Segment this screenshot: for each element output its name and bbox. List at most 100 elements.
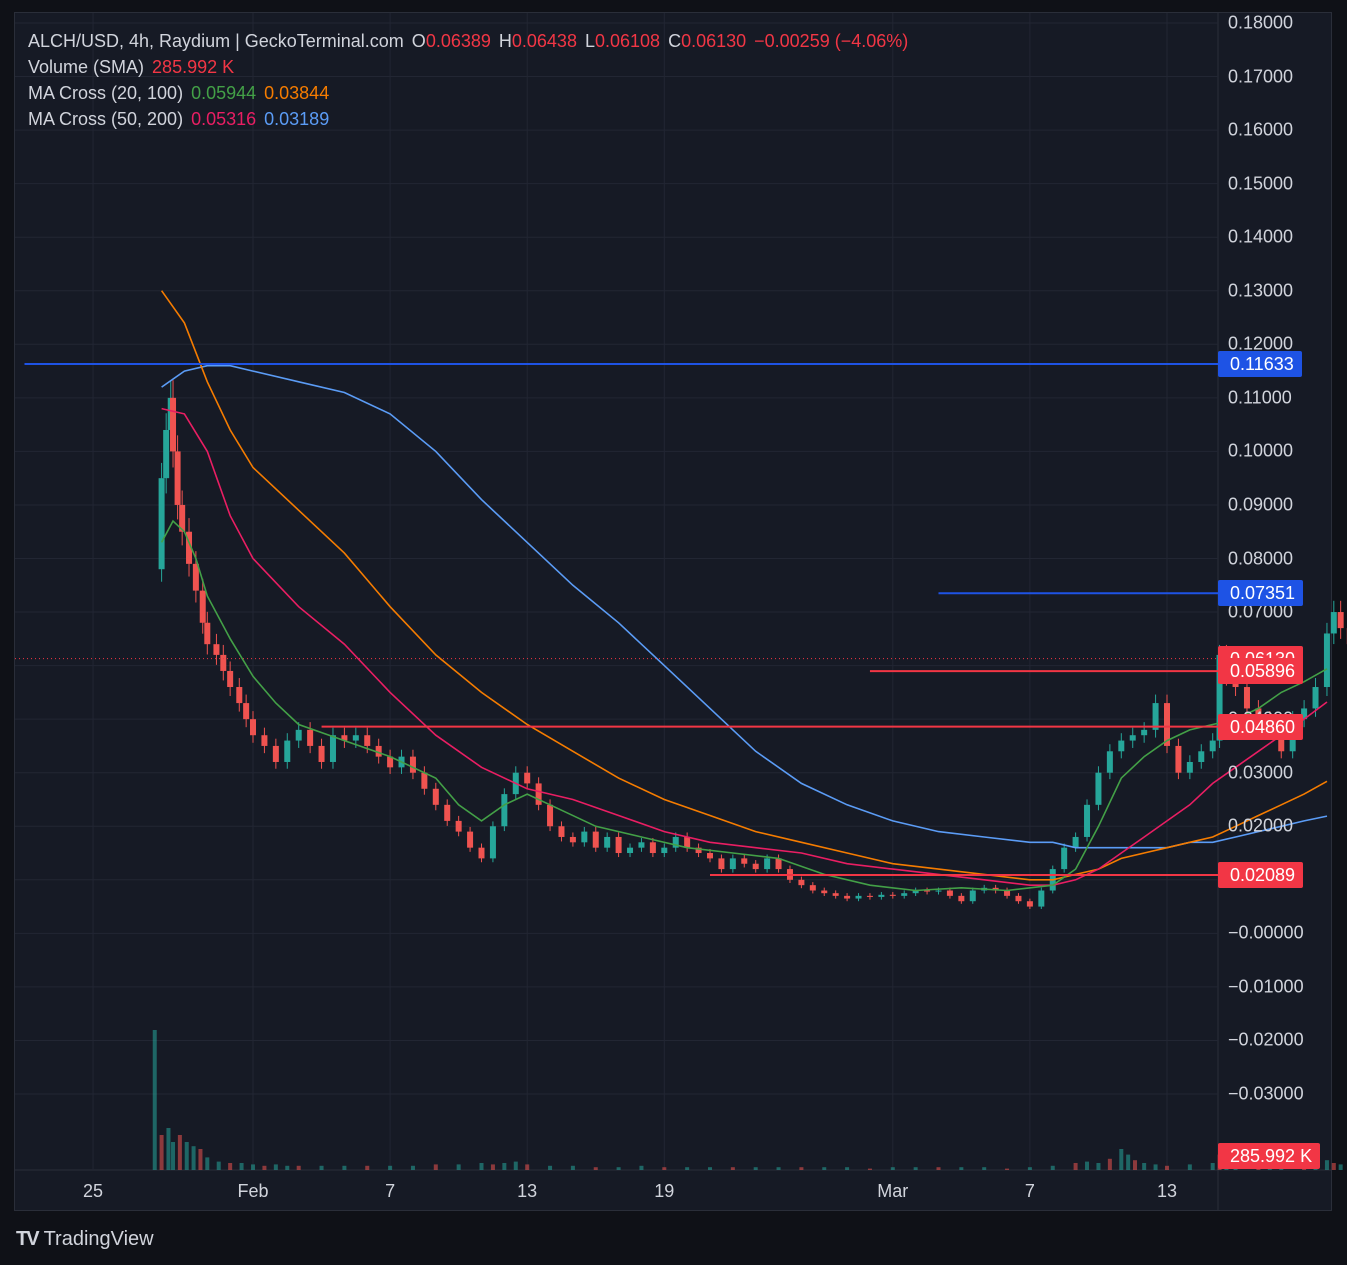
volume-bar: [1085, 1161, 1090, 1170]
candle-body: [1164, 703, 1170, 746]
ma200-value: 0.03189: [264, 109, 330, 129]
candle-body: [1330, 612, 1337, 634]
candle-body: [1141, 729, 1148, 736]
ma-cross-50-200-row[interactable]: MA Cross (50, 200) 0.05316 0.03189: [28, 106, 916, 132]
volume-bar: [285, 1165, 290, 1170]
close-label: C: [668, 31, 682, 51]
volume-bar: [273, 1164, 278, 1170]
candle-body: [455, 820, 462, 832]
candle-body: [729, 858, 736, 870]
volume-bar: [198, 1149, 203, 1170]
candle-body: [764, 858, 771, 870]
close-value: 0.06130: [681, 31, 747, 51]
price-tick-label: 0.13000: [1228, 280, 1294, 301]
candle-body: [213, 644, 220, 655]
candle-body: [844, 895, 851, 899]
volume-bar: [1142, 1163, 1147, 1170]
candle-body: [661, 847, 668, 854]
volume-bar: [616, 1167, 621, 1170]
volume-bar: [262, 1165, 267, 1170]
candle-body: [798, 879, 805, 886]
candle-body: [958, 895, 965, 902]
candle-body: [243, 703, 250, 720]
time-tick-label: 25: [83, 1181, 104, 1201]
volume-bar: [982, 1167, 987, 1170]
time-tick-label: 19: [654, 1181, 675, 1201]
time-tick-label: Feb: [237, 1181, 269, 1201]
volume-bar: [1050, 1165, 1055, 1170]
volume-bar: [239, 1163, 244, 1170]
ma20-value: 0.05944: [191, 83, 257, 103]
volume-bar: [502, 1163, 507, 1170]
candle-body: [935, 890, 942, 892]
volume-bar: [548, 1165, 553, 1170]
price-tag: 0.04860: [1218, 713, 1304, 740]
price-tag: 285.992 K: [1218, 1143, 1321, 1169]
candle-body: [832, 893, 839, 896]
volume-bar: [799, 1167, 804, 1170]
candle-body: [912, 890, 919, 894]
candle-body: [1216, 654, 1223, 741]
candle-body: [1301, 708, 1308, 720]
candle-body: [1323, 633, 1330, 688]
candle-body: [1278, 729, 1285, 752]
price-tick-label: 0.16000: [1228, 119, 1294, 140]
candle-body: [1026, 901, 1033, 907]
candle-body: [295, 729, 302, 741]
time-tick-label: 7: [385, 1181, 396, 1201]
volume-bar: [1027, 1167, 1032, 1170]
candle-body: [581, 831, 588, 843]
ohlc-row: ALCH/USD, 4h, Raydium | GeckoTerminal.co…: [28, 28, 916, 54]
chart-frame: [14, 12, 1332, 1211]
price-tick-label: −0.02000: [1228, 1029, 1304, 1050]
volume-bar: [822, 1167, 827, 1170]
candle-body: [741, 858, 748, 864]
candle-body: [284, 740, 291, 762]
volume-bar: [171, 1142, 176, 1170]
candle-body: [901, 893, 908, 896]
ma100-line: [160, 290, 1328, 881]
candle-body: [558, 826, 565, 837]
tradingview-branding[interactable]: TV TradingView: [16, 1228, 154, 1251]
volume-bar: [513, 1161, 518, 1170]
price-tick-label: 0.18000: [1228, 12, 1294, 33]
candle-body: [432, 788, 439, 805]
candle-body: [501, 794, 508, 827]
candle-body: [250, 719, 256, 736]
candle-body: [1152, 703, 1159, 730]
high-value: 0.06438: [511, 31, 577, 51]
candle-body: [478, 847, 485, 859]
candle-body: [186, 531, 193, 564]
candle-body: [236, 687, 243, 704]
volume-bar: [776, 1167, 781, 1170]
price-tick-label: 0.10000: [1228, 440, 1294, 461]
price-tag: 0.07351: [1218, 580, 1304, 607]
candle-body: [375, 745, 382, 757]
volume-bar: [1165, 1165, 1169, 1170]
candle-body: [1175, 745, 1182, 773]
volume-row[interactable]: Volume (SMA) 285.992 K: [28, 54, 916, 80]
price-tick-label: 0.07000: [1228, 601, 1294, 622]
volume-bar: [410, 1165, 415, 1170]
volume-bar: [845, 1167, 850, 1170]
candle-body: [227, 670, 234, 688]
volume-bar: [1096, 1163, 1101, 1170]
volume-bar: [639, 1165, 644, 1170]
volume-bar: [730, 1167, 735, 1170]
volume-bar: [456, 1164, 461, 1170]
time-tick-label: 13: [1156, 1181, 1178, 1201]
candle-body: [855, 895, 862, 899]
volume-bar: [342, 1165, 347, 1170]
volume-bar: [228, 1163, 233, 1170]
price-tag: 0.11633: [1218, 350, 1302, 377]
candle-body: [1106, 751, 1113, 773]
ma50-line: [161, 407, 1328, 886]
candle-body: [1118, 740, 1125, 752]
ma-cross-20-100-row[interactable]: MA Cross (20, 100) 0.05944 0.03844: [28, 80, 916, 106]
volume-bar: [1005, 1168, 1010, 1170]
low-value: 0.06108: [594, 31, 661, 51]
volume-bar: [1210, 1163, 1215, 1170]
candle-body: [467, 831, 474, 848]
volume-bar: [216, 1161, 221, 1170]
